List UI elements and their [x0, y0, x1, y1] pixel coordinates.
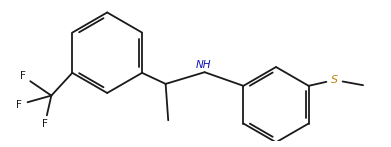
- Text: S: S: [331, 75, 338, 85]
- Text: F: F: [20, 71, 26, 81]
- Text: NH: NH: [196, 60, 211, 70]
- Text: F: F: [16, 100, 22, 110]
- Text: F: F: [42, 119, 48, 129]
